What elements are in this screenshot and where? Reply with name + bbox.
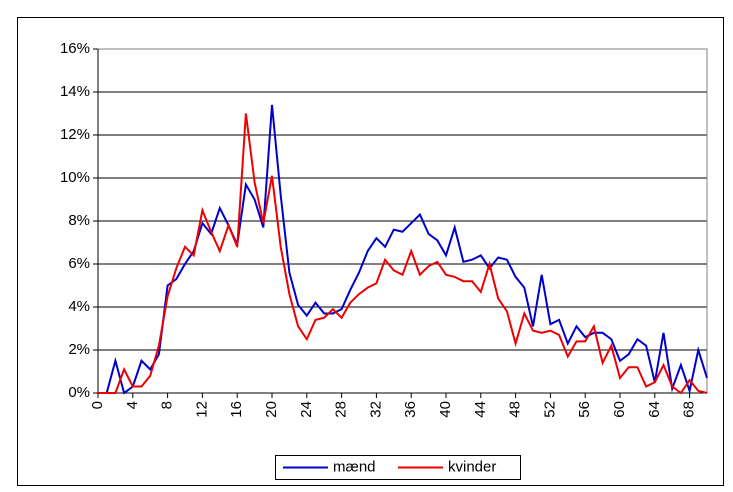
y-tick-label: 12% [60,126,90,143]
x-tick-label: 44 [472,401,489,418]
x-tick-label: 60 [611,401,628,418]
x-tick-label: 64 [646,401,663,418]
y-tick-label: 0% [68,384,90,401]
y-tick-label: 8% [68,212,90,229]
x-tick-label: 12 [193,401,210,418]
legend-label: kvinder [448,458,496,475]
y-tick-label: 2% [68,341,90,358]
line [98,104,708,395]
x-tick-label: 36 [402,401,419,418]
x-tick-label: 28 [333,401,350,418]
line [98,113,708,395]
y-tick-label: 14% [60,83,90,100]
x-tick-label: 4 [124,401,141,409]
chart-border [17,17,724,486]
y-tick-label: 4% [68,298,90,315]
legend-label: mænd [333,458,376,475]
y-tick-label: 16% [60,40,90,57]
x-tick-label: 8 [159,401,176,409]
x-tick-label: 24 [298,401,315,418]
x-tick-label: 56 [576,401,593,418]
x-tick-label: 52 [541,401,558,418]
x-tick-label: 0 [89,401,106,409]
x-tick-label: 32 [367,401,384,418]
x-tick-label: 20 [263,401,280,418]
y-tick-label: 6% [68,255,90,272]
x-tick-label: 68 [681,401,698,418]
x-tick-label: 16 [228,401,245,418]
y-tick-label: 10% [60,169,90,186]
x-tick-label: 48 [507,401,524,418]
x-tick-label: 40 [437,401,454,418]
